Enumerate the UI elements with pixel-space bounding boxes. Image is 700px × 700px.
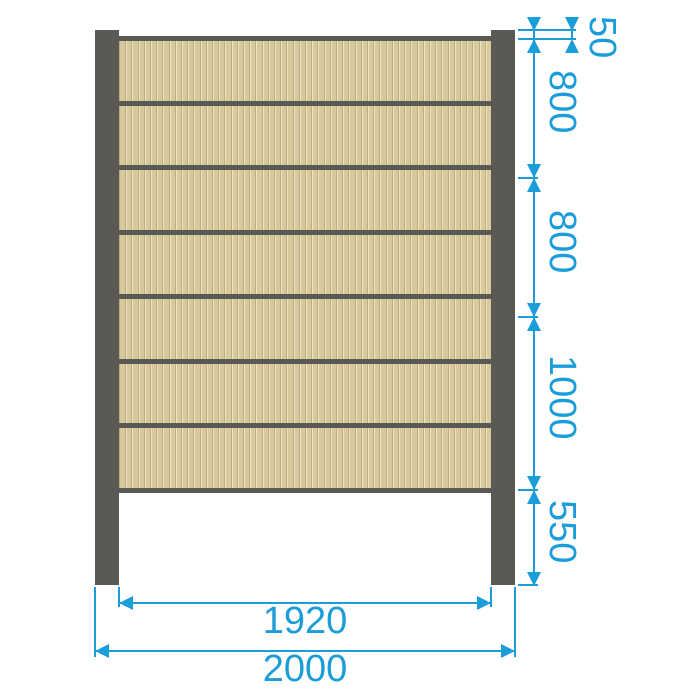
dim-label-800b: 800 — [540, 210, 583, 273]
arrow-up-icon — [527, 317, 541, 331]
dim-label-800a: 800 — [540, 70, 583, 133]
horizontal-rails — [119, 38, 491, 490]
arrow-down-icon — [527, 303, 541, 317]
arrow-down-icon — [527, 17, 541, 31]
horizontal-rail — [119, 423, 491, 428]
arrow-down-icon — [565, 17, 579, 31]
dim-label-50: 50 — [580, 16, 623, 58]
horizontal-rail — [119, 294, 491, 299]
arrow-left-icon — [119, 596, 133, 610]
dim-label-inner-width: 1920 — [255, 600, 355, 643]
arrow-right-icon — [477, 596, 491, 610]
arrow-up-icon — [527, 490, 541, 504]
dim-label-550: 550 — [540, 500, 583, 563]
horizontal-rail — [119, 359, 491, 364]
horizontal-rail — [119, 488, 491, 493]
horizontal-rail — [119, 165, 491, 170]
arrow-down-icon — [527, 164, 541, 178]
arrow-up-icon — [565, 39, 579, 53]
arrow-left-icon — [95, 644, 109, 658]
arrow-up-icon — [527, 39, 541, 53]
horizontal-rail — [119, 230, 491, 235]
arrow-down-icon — [527, 476, 541, 490]
dim-label-1000: 1000 — [540, 355, 583, 440]
arrow-up-icon — [527, 178, 541, 192]
horizontal-rail — [119, 101, 491, 106]
dim-label-outer-width: 2000 — [255, 648, 355, 691]
horizontal-rail — [119, 36, 491, 41]
right-post — [491, 30, 515, 585]
left-post — [95, 30, 119, 585]
arrow-right-icon — [501, 644, 515, 658]
diagram-canvas: 1920 2000 50 800 800 1000 550 — [0, 0, 700, 700]
arrow-down-icon — [527, 572, 541, 586]
